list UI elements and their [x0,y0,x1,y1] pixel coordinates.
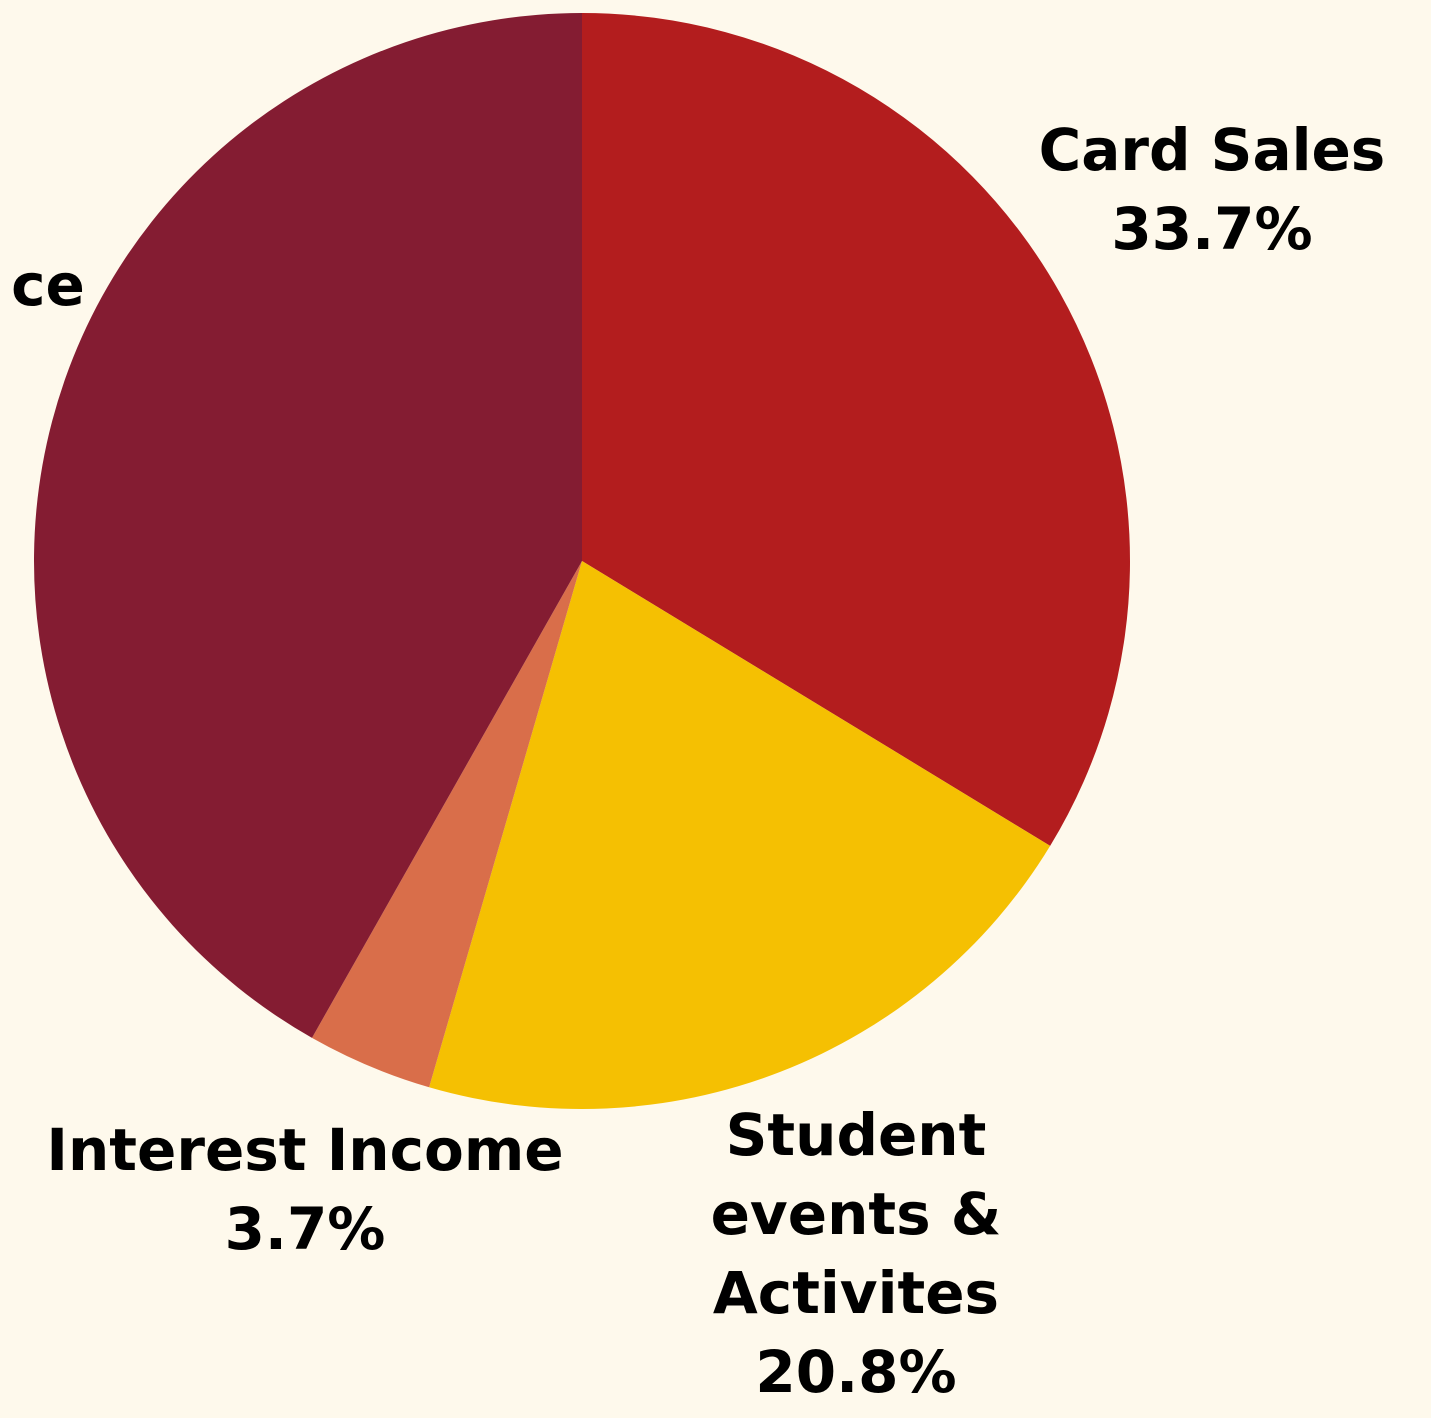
slice-label: ce [11,251,85,319]
label-line: Card Sales [1039,116,1386,184]
value-label: 20.8% [755,1338,956,1406]
pie-slice [429,561,1051,1109]
pie-slice [311,561,582,1088]
slice-label: Interest Income [46,1116,563,1184]
value-label: 3.7% [225,1195,386,1263]
label-line: ce [11,251,85,319]
label-line: Interest Income [46,1116,563,1184]
label-line: events & [711,1180,1002,1248]
value-label: 33.7% [1111,195,1312,263]
pie-slice [34,13,583,1038]
label-line: Activites [713,1259,999,1327]
slice-label: Card Sales [1039,116,1386,184]
slice-label: Student events & Activites [711,1101,1002,1327]
label-line: Student [726,1101,987,1169]
pie-slice [582,13,1130,846]
